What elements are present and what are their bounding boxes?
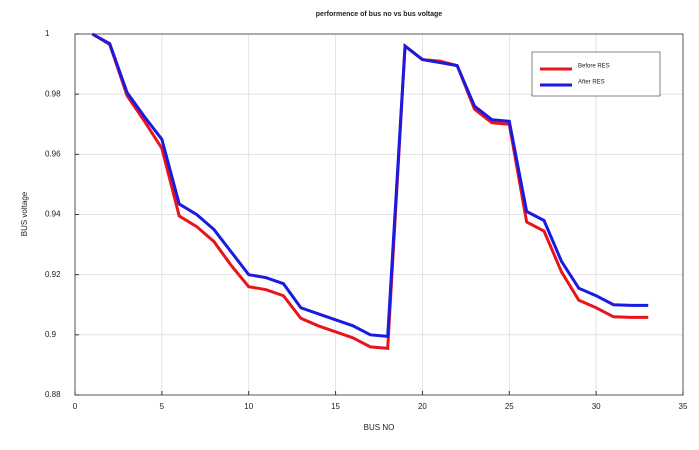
plot-frame	[74, 33, 684, 396]
legend-label: After RES	[578, 80, 605, 86]
y-tick-label: 1	[45, 29, 50, 38]
y-tick-label: 0.96	[45, 149, 61, 158]
x-tick-label: 25	[505, 402, 514, 411]
y-tick-label: 0.98	[45, 89, 61, 98]
x-tick-label: 5	[160, 402, 165, 411]
x-tick-label: 30	[592, 402, 601, 411]
x-tick-label: 35	[679, 402, 688, 411]
x-tick-label: 20	[418, 402, 427, 411]
x-tick-label: 15	[331, 402, 340, 411]
y-tick-label: 0.88	[45, 390, 61, 399]
y-tick-label: 0.94	[45, 210, 61, 219]
y-tick-label: 0.9	[45, 330, 57, 339]
y-axis-label: BUS voltage	[20, 191, 29, 236]
legend-box	[531, 51, 661, 97]
chart-title: performence of bus no vs bus voltage	[316, 11, 443, 18]
series-line	[91, 32, 649, 350]
x-tick-label: 10	[244, 402, 253, 411]
y-tick-label: 0.92	[45, 270, 61, 279]
legend-label: Before RES	[578, 64, 610, 70]
series-line	[91, 32, 649, 338]
x-tick-label: 0	[73, 402, 78, 411]
x-axis-label: BUS NO	[364, 423, 395, 432]
